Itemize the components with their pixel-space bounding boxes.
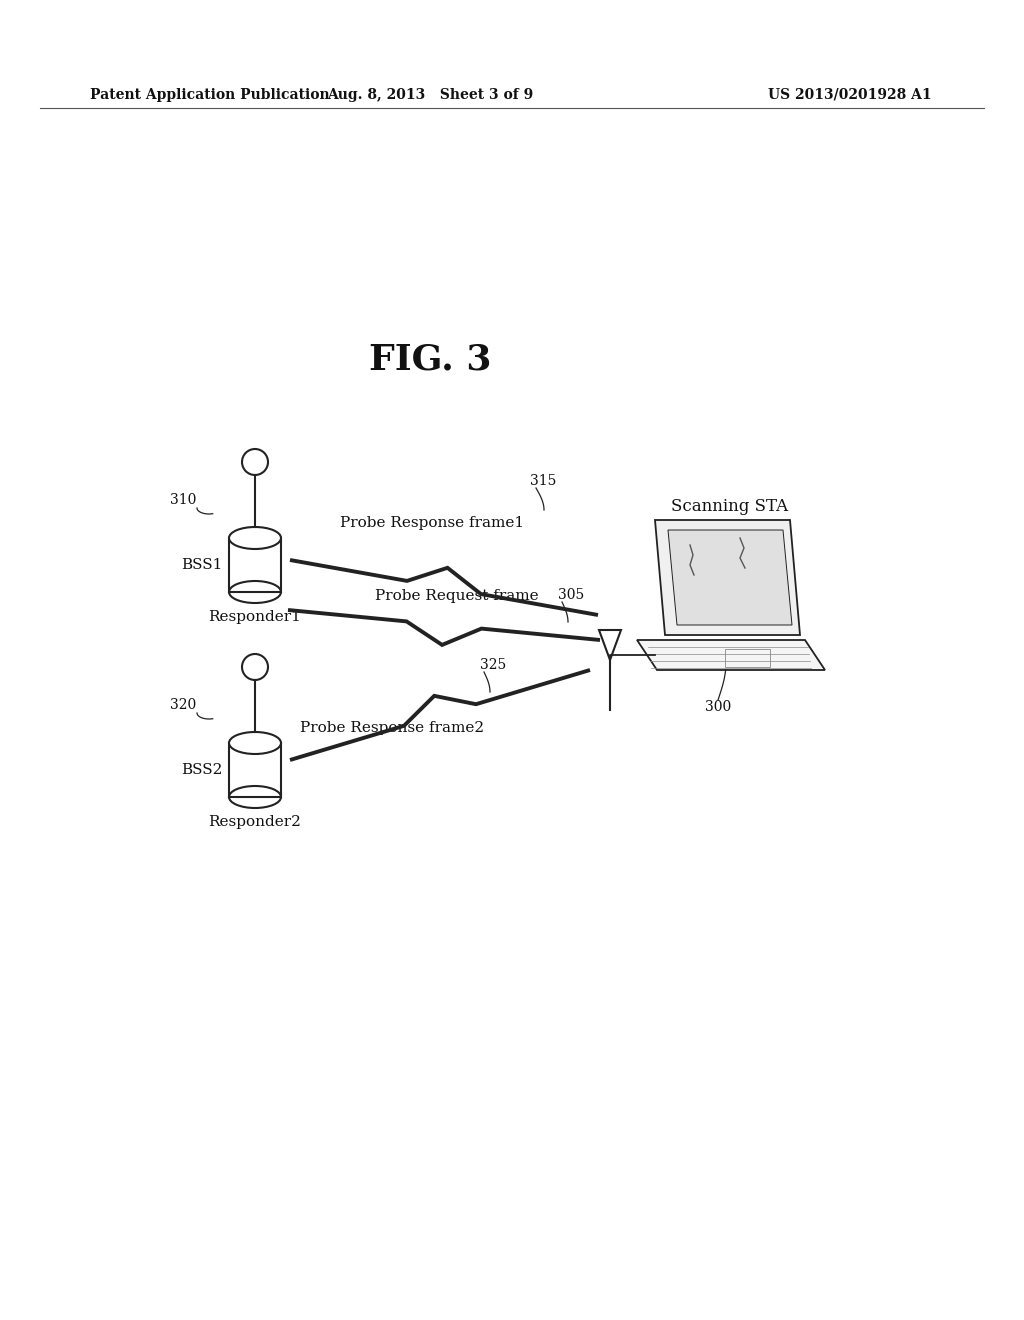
Text: 325: 325 (480, 657, 506, 672)
Text: Responder2: Responder2 (209, 814, 301, 829)
Bar (229, 743, 281, 797)
Text: FIG. 3: FIG. 3 (369, 343, 492, 378)
Text: Responder1: Responder1 (209, 610, 301, 624)
Text: BSS2: BSS2 (181, 763, 223, 777)
Text: 310: 310 (170, 492, 196, 507)
Bar (229, 539, 281, 591)
Text: Probe Request frame: Probe Request frame (375, 589, 539, 603)
Text: BSS1: BSS1 (181, 558, 223, 572)
Text: 305: 305 (558, 587, 585, 602)
Text: Patent Application Publication: Patent Application Publication (90, 88, 330, 102)
Text: US 2013/0201928 A1: US 2013/0201928 A1 (768, 88, 932, 102)
Text: Probe Response frame1: Probe Response frame1 (340, 516, 524, 531)
Text: 300: 300 (705, 700, 731, 714)
Ellipse shape (229, 527, 281, 549)
Polygon shape (637, 640, 825, 671)
Polygon shape (668, 531, 792, 624)
Polygon shape (655, 520, 800, 635)
Text: Scanning STA: Scanning STA (672, 498, 788, 515)
Bar (725, 649, 770, 667)
Text: 315: 315 (530, 474, 556, 488)
Ellipse shape (229, 733, 281, 754)
Text: Probe Response frame2: Probe Response frame2 (300, 721, 484, 735)
Text: 320: 320 (170, 698, 196, 711)
Text: Aug. 8, 2013   Sheet 3 of 9: Aug. 8, 2013 Sheet 3 of 9 (327, 88, 534, 102)
